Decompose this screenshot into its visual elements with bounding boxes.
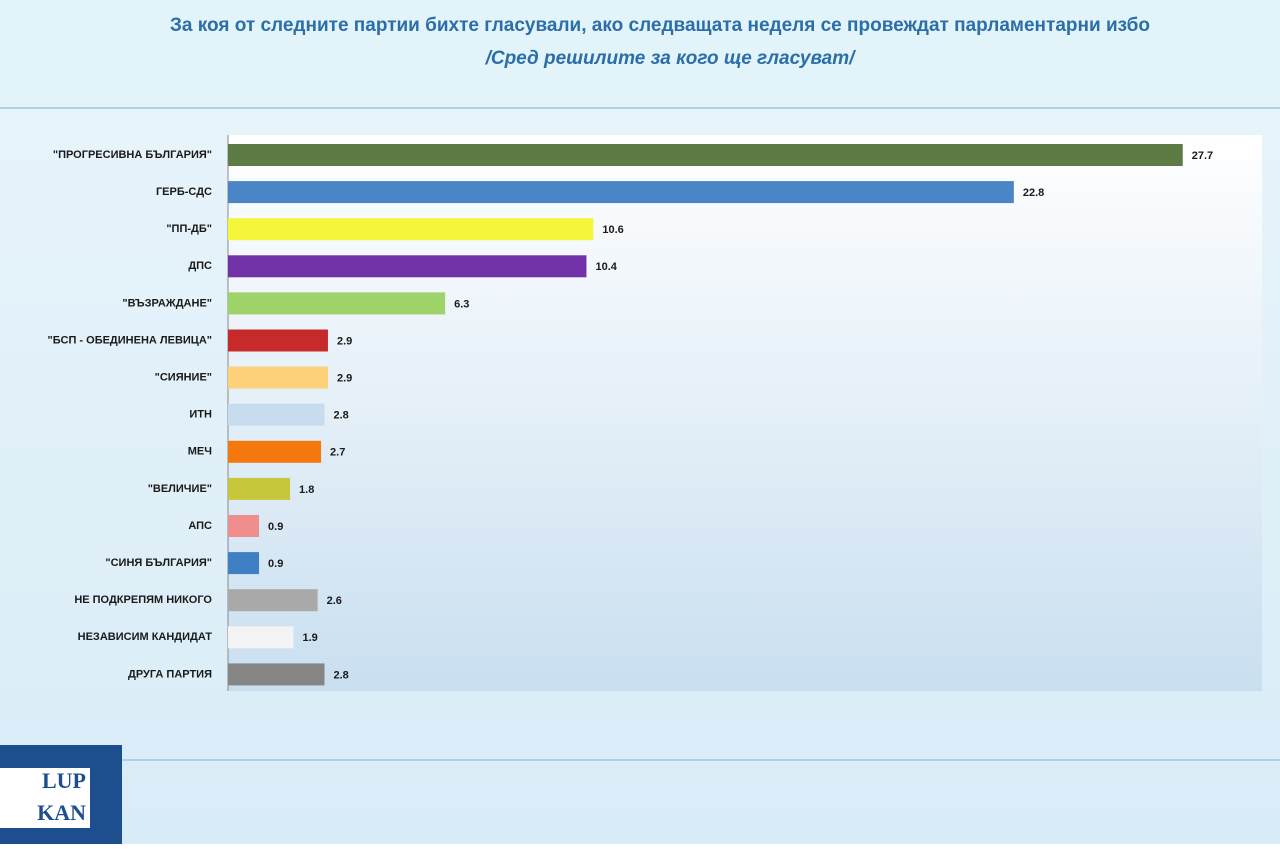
bar	[228, 218, 594, 241]
category-label: "БСП - ОБЕДИНЕНА ЛЕВИЦА"	[48, 334, 212, 346]
value-label: 10.4	[595, 261, 617, 273]
logo-text: KAN	[37, 800, 86, 825]
value-label: 22.8	[1023, 187, 1044, 199]
value-label: 27.7	[1192, 150, 1213, 162]
bar	[228, 515, 260, 537]
category-label: ГЕРБ-СДС	[156, 186, 212, 198]
bar	[228, 552, 260, 575]
category-label: "СИЯНИЕ"	[155, 372, 212, 384]
value-label: 2.9	[337, 373, 352, 385]
chart-title: За коя от следните партии бихте гласувал…	[170, 15, 1150, 36]
value-label: 1.9	[302, 632, 317, 644]
category-label: НЕЗАВИСИМ КАНДИДАТ	[78, 631, 213, 643]
category-label: МЕЧ	[188, 446, 212, 458]
category-label: ДРУГА ПАРТИЯ	[128, 668, 212, 680]
title-band	[0, 0, 1280, 106]
value-label: 2.6	[327, 595, 342, 607]
value-label: 2.9	[337, 335, 352, 347]
value-label: 6.3	[454, 298, 469, 310]
value-label: 0.9	[268, 558, 283, 570]
bar	[228, 626, 294, 649]
bar	[228, 144, 1183, 166]
category-label: "ПП-ДБ"	[166, 223, 212, 235]
value-label: 1.8	[299, 484, 314, 496]
logo-text: LUP	[42, 768, 86, 793]
category-label: НЕ ПОДКРЕПЯМ НИКОГО	[74, 594, 212, 606]
bar	[228, 181, 1014, 204]
category-label: "ПРОГРЕСИВНА БЪЛГАРИЯ"	[53, 149, 212, 161]
bar	[228, 663, 325, 686]
value-label: 2.8	[334, 410, 349, 422]
value-label: 0.9	[268, 521, 283, 533]
category-label: ИТН	[189, 409, 212, 421]
value-label: 2.8	[334, 669, 349, 681]
category-label: АПС	[188, 520, 212, 532]
bar	[228, 366, 328, 389]
bar	[228, 440, 322, 463]
chart-subtitle: /Сред решилите за кого ще гласуват/	[485, 48, 857, 69]
logo-panel	[0, 768, 90, 828]
bar	[228, 589, 318, 612]
category-label: ДПС	[188, 260, 212, 272]
bar	[228, 292, 446, 315]
category-label: "ВЕЛИЧИЕ"	[148, 483, 212, 495]
bar	[228, 477, 291, 500]
bar	[228, 403, 325, 426]
category-label: "СИНЯ БЪЛГАРИЯ"	[105, 557, 212, 569]
category-label: "ВЪЗРАЖДАНЕ"	[122, 297, 212, 309]
bar	[228, 329, 328, 352]
bar	[228, 255, 587, 278]
value-label: 10.6	[602, 224, 623, 236]
value-label: 2.7	[330, 447, 345, 459]
